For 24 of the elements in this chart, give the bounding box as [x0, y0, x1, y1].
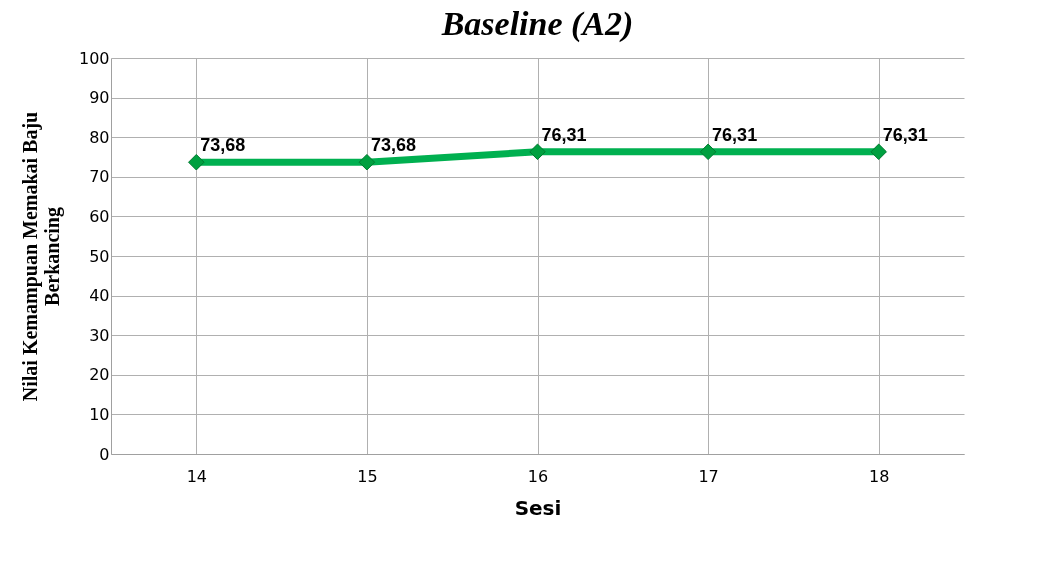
x-tick-label: 15 — [357, 466, 378, 486]
y-tick-label: 70 — [89, 167, 110, 187]
y-tick-label: 90 — [89, 88, 110, 108]
y-axis-title: Nilai Kemampuan Memakai Baju Berkancing — [18, 111, 64, 402]
y-tick-label: 100 — [78, 48, 110, 68]
data-label: 76,31 — [541, 124, 587, 145]
y-tick-label: 30 — [89, 325, 110, 345]
y-tick-label: 40 — [89, 286, 110, 306]
x-tick-label: 14 — [186, 466, 207, 486]
x-tick-label: 16 — [527, 466, 549, 486]
y-tick-label: 20 — [89, 365, 110, 385]
y-tick-label: 80 — [89, 127, 110, 147]
x-axis-title: Sesi — [514, 495, 562, 520]
y-tick-label: 60 — [89, 206, 110, 226]
data-label: 73,68 — [370, 135, 416, 156]
y-tick-label: 10 — [89, 404, 110, 424]
data-label: 76,31 — [712, 124, 758, 145]
y-tick-label: 50 — [89, 246, 110, 266]
chart-title: Baseline (A2) — [440, 5, 634, 43]
x-tick-label: 17 — [698, 466, 719, 486]
x-tick-label: 18 — [869, 466, 890, 486]
data-label: 73,68 — [200, 135, 246, 156]
data-label: 76,31 — [882, 124, 928, 145]
y-tick-label: 0 — [99, 444, 110, 464]
